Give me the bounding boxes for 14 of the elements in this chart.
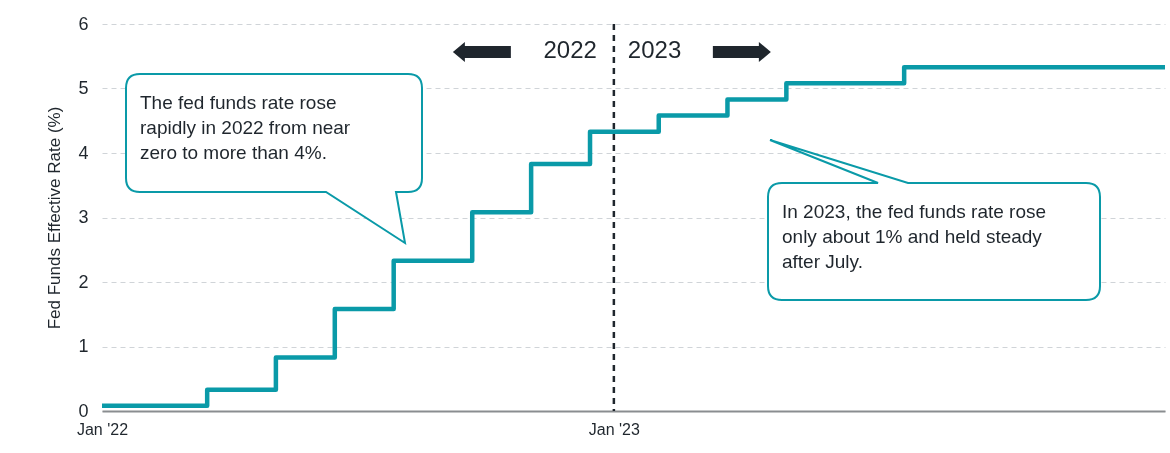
y-tick-label: 2 <box>78 271 89 292</box>
y-axis-title: Fed Funds Effective Rate (%) <box>45 106 65 330</box>
annotation: In 2023, the fed funds rate rose only about 1% and held steady after July. <box>782 200 1048 274</box>
x-tick-label: Jan '22 <box>76 420 129 438</box>
annotation: 2022 <box>543 36 597 63</box>
annotation: 2023 <box>627 36 682 63</box>
y-tick-label: 3 <box>78 207 89 227</box>
y-tick-label: 4 <box>78 142 89 163</box>
y-tick-label: 1 <box>78 336 89 356</box>
x-tick-label: Jan '23 <box>588 420 641 438</box>
y-tick-label: 6 <box>78 13 89 34</box>
annotation: The fed funds rate rose rapidly in 2022 from near zero to more than 4%. <box>140 91 352 165</box>
y-tick-label: 0 <box>78 400 89 421</box>
y-tick-label: 5 <box>78 78 89 98</box>
